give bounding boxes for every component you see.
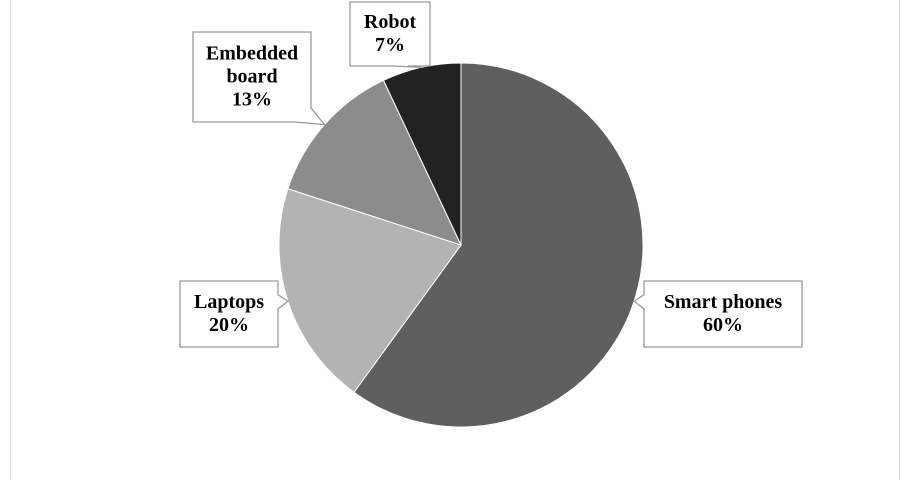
- data-label-value: 60%: [703, 314, 743, 336]
- data-label-value: 20%: [209, 314, 249, 336]
- data-label-value: 7%: [375, 34, 405, 56]
- chart-frame: [10, 0, 900, 480]
- data-label-value: 13%: [232, 89, 272, 111]
- data-label-category: Laptops: [194, 291, 264, 313]
- callout-box: [349, 1, 431, 69]
- callout-box: [179, 280, 290, 348]
- callout-box: [192, 31, 326, 126]
- data-label-category: Embedded: [206, 43, 298, 65]
- data-label-category: Robot: [364, 11, 417, 33]
- callout-box: [632, 280, 803, 348]
- pie-slices: [278, 62, 644, 428]
- data-label-category: Smart phones: [664, 291, 783, 313]
- data-label-category: board: [226, 66, 277, 88]
